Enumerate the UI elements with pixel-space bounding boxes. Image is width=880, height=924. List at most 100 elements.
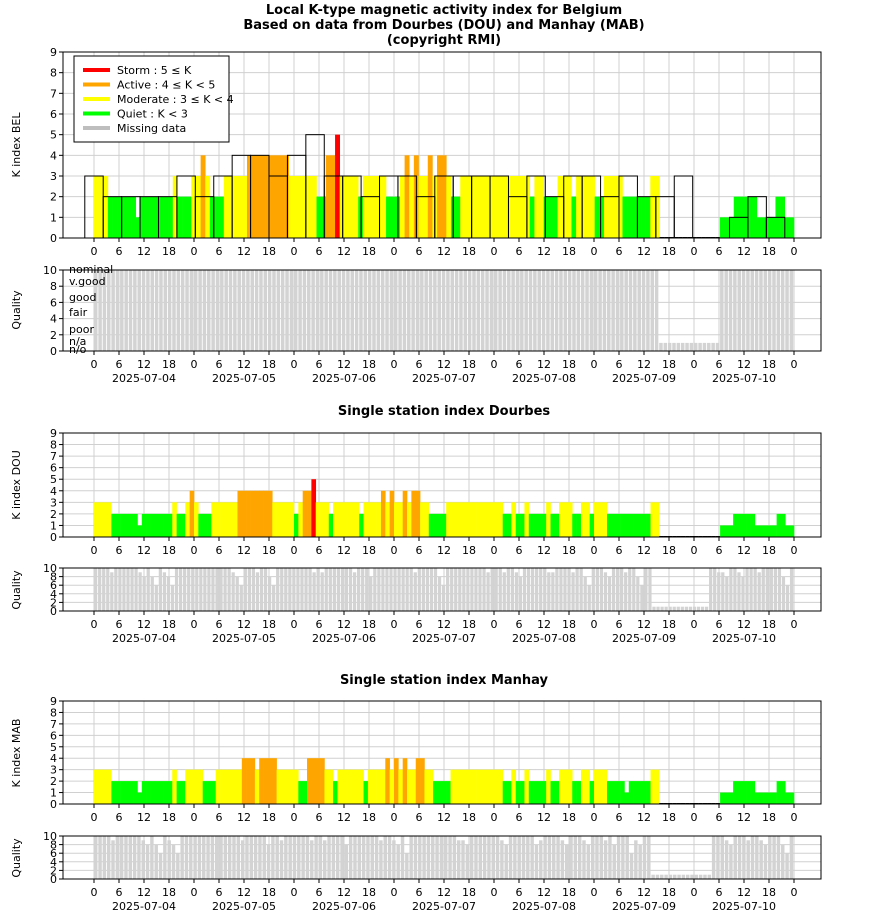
bel-quality-xtick-label: 6 (316, 358, 323, 371)
dou-quality-xtick-label: 0 (291, 618, 298, 631)
mab-quality-bar (690, 874, 694, 879)
bel-quality-bar (167, 270, 172, 351)
bel-quality-xtick-label: 12 (137, 358, 151, 371)
mab-quality-bar (478, 836, 483, 879)
mab-k-bar (485, 769, 490, 804)
dou-k-xtick-label: 12 (337, 544, 351, 557)
dou-quality-bar (700, 606, 705, 611)
mab-k-xtick-label: 0 (291, 811, 298, 824)
bel-k-bar (126, 196, 132, 238)
dou-quality-bar (421, 568, 425, 611)
mab-k-bar (620, 781, 625, 804)
dou-quality-date-label: 2025-07-05 (212, 632, 276, 645)
main-title-line2: Based on data from Dourbes (DOU) and Man… (243, 18, 644, 33)
mab-k-bar (402, 758, 408, 804)
bel-quality-bar (502, 270, 507, 351)
bel-quality-bar (272, 270, 276, 351)
bel-k-ytick-label: 8 (50, 67, 57, 80)
mab-k-bar (515, 781, 521, 804)
bel-quality-bar (363, 270, 368, 351)
bel-k-bar (534, 176, 540, 238)
bel-quality-xtick-label: 0 (791, 358, 798, 371)
mab-k-bar (615, 781, 621, 804)
bel-k-bar (163, 196, 169, 238)
mab-k-xtick-label: 18 (262, 811, 276, 824)
mab-quality-bar (171, 844, 176, 879)
dou-k-ytick-label: 1 (50, 519, 57, 532)
dou-quality-bar (425, 568, 430, 611)
bel-k-xtick-label: 12 (237, 245, 251, 258)
mab-quality-bar (448, 836, 452, 879)
bel-quality-bar (302, 270, 307, 351)
mab-quality-bar (517, 836, 521, 879)
mab-quality-xtick-label: 0 (391, 886, 398, 899)
dou-quality-bar (142, 576, 146, 611)
mab-quality-bar (582, 840, 586, 879)
dou-quality-bar (239, 585, 243, 611)
bel-k-bar (770, 217, 776, 238)
bel-k-bar (344, 176, 350, 238)
bel-quality-bar (767, 270, 772, 351)
bel-quality-bar (611, 270, 615, 351)
bel-quality-bar (233, 270, 237, 351)
dou-k-bar (633, 513, 638, 537)
mab-k-bar (263, 758, 269, 804)
mab-quality-bar (327, 836, 331, 879)
bel-quality-xtick-label: 0 (491, 358, 498, 371)
mab-k-xtick-label: 0 (791, 811, 798, 824)
bel-k-bar (515, 176, 521, 238)
bel-quality-xtick-label: 12 (337, 358, 351, 371)
dou-quality-ytick-label: 0 (50, 605, 57, 618)
mab-k-xtick-label: 6 (616, 811, 623, 824)
mab-k-bar (298, 781, 303, 804)
bel-k-bar (557, 176, 563, 238)
mab-k-bar (324, 769, 330, 804)
bel-quality-xtick-label: 18 (462, 358, 476, 371)
mab-quality-bar (145, 844, 150, 879)
mab-k-bar (607, 781, 612, 804)
dou-quality-bar (296, 568, 300, 611)
mab-k-bar (246, 758, 251, 804)
mab-quality-bar (534, 844, 539, 879)
dou-k-ytick-label: 2 (50, 508, 57, 521)
mab-k-xtick-label: 18 (562, 811, 576, 824)
dou-quality-bar (130, 568, 134, 611)
mab-k-ytick-label: 4 (50, 752, 57, 765)
mab-quality-bar (681, 874, 686, 879)
bel-k-xtick-label: 0 (691, 245, 698, 258)
bel-quality-bar (354, 270, 359, 351)
bel-k-xtick-label: 18 (762, 245, 776, 258)
bel-k-xtick-label: 0 (491, 245, 498, 258)
mab-quality-bar (124, 836, 128, 879)
dou-quality-xtick-label: 12 (737, 618, 751, 631)
dou-quality-bar (769, 568, 773, 611)
dou-quality-xtick-label: 6 (416, 618, 423, 631)
mab-k-bar (250, 758, 256, 804)
mab-k-bar (502, 781, 508, 804)
dou-k-bar (198, 513, 203, 537)
mab-k-bar (737, 781, 743, 804)
dou-k-bar (298, 502, 303, 537)
dou-quality-bar (470, 568, 474, 611)
mab-k-bar (128, 781, 134, 804)
dou-quality-bar (146, 568, 150, 611)
mab-k-bar (359, 769, 364, 804)
mab-k-bar (476, 769, 482, 804)
mab-k-bar (94, 769, 99, 804)
mab-quality-bar (508, 836, 513, 879)
mab-k-bar (424, 769, 430, 804)
quality-label: n/o (69, 343, 87, 356)
bel-k-bar (724, 217, 730, 238)
bel-quality-bar (520, 270, 524, 351)
mab-quality-bar (392, 840, 396, 879)
mab-k-bar (107, 769, 112, 804)
dou-quality-bar (563, 568, 567, 611)
dou-quality-bar (486, 572, 490, 611)
mab-k-bar (772, 792, 777, 804)
dou-k-bar (524, 502, 530, 537)
dou-quality-bar (595, 568, 599, 611)
mab-quality-xtick-label: 12 (737, 886, 751, 899)
